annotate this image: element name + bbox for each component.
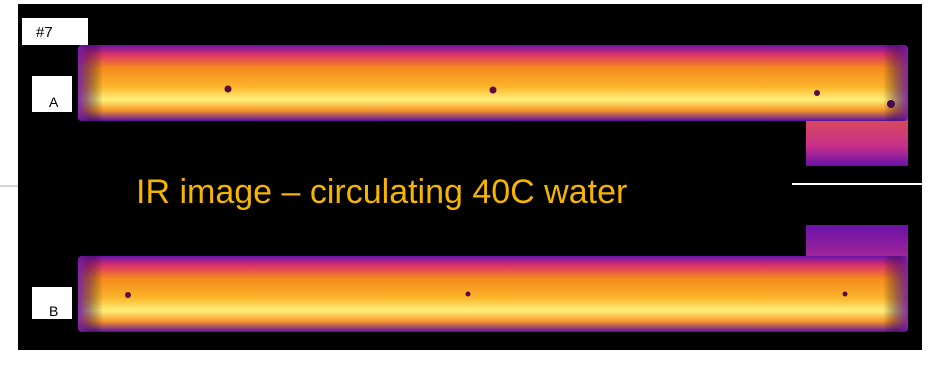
panel-label: B	[49, 303, 58, 319]
image-label-box	[22, 18, 88, 45]
hot-spot	[887, 100, 895, 108]
ir-figure: #7 A B IR image – circulating 40C water	[0, 0, 940, 369]
hot-spot	[125, 292, 131, 298]
hot-spot	[225, 86, 232, 93]
hot-spot	[843, 292, 848, 297]
image-label: #7	[36, 24, 53, 41]
hot-spot	[814, 90, 820, 96]
panel-label: A	[49, 94, 59, 110]
stave-a-edge	[78, 45, 908, 121]
stave-b-edge	[78, 256, 908, 332]
hot-spot	[466, 292, 471, 297]
caption: IR image – circulating 40C water	[136, 173, 627, 211]
hot-spot	[490, 87, 497, 94]
